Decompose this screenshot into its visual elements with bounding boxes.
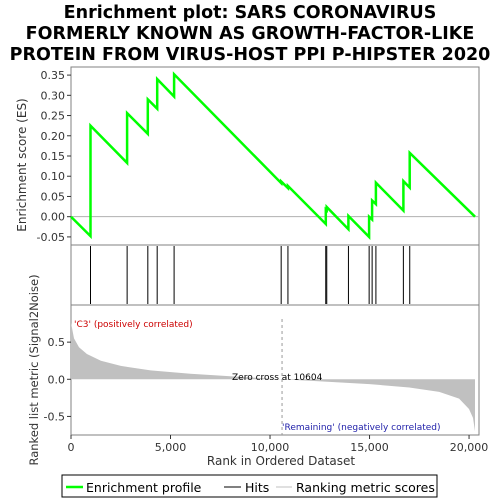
es-y-tick-label: 0.10	[41, 170, 66, 183]
title-line-3: PROTEIN FROM VIRUS-HOST PPI P-HIPSTER 20…	[10, 45, 491, 65]
zero-cross-label: Zero cross at 10604	[232, 373, 323, 383]
es-y-tick-label: 0.15	[41, 150, 66, 163]
x-axis-label: Rank in Ordered Dataset	[207, 454, 355, 468]
legend-box	[61, 474, 438, 498]
metric-y-axis: 0.5 0.0 -0.5	[44, 336, 71, 423]
x-tick-label: 15,000	[350, 441, 389, 454]
x-tick-label: 10,000	[251, 441, 290, 454]
x-tick-label: 5,000	[155, 441, 187, 454]
title-line-1: Enrichment plot: SARS CORONAVIRUS	[64, 3, 437, 23]
es-y-tick-label: 0.20	[41, 130, 66, 143]
legend-metric-label: Ranking metric scores	[296, 480, 435, 495]
es-y-tick-label: 0.30	[41, 89, 66, 102]
legend-hits-label: Hits	[245, 480, 269, 495]
ranking-metric-area	[71, 322, 475, 432]
es-y-axis-label: Enrichment score (ES)	[15, 98, 29, 231]
metric-y-axis-label: Ranked list metric (Signal2Noise)	[27, 274, 41, 465]
rank-x-axis: 0 5,000 10,000 15,000 20,000	[68, 435, 489, 454]
legend-enrichment-label: Enrichment profile	[86, 480, 202, 495]
positive-correlation-label: 'C3' (positively correlated)	[74, 320, 193, 330]
x-tick-label: 20,000	[450, 441, 489, 454]
es-plot-frame	[70, 66, 480, 246]
es-y-axis: 0.35 0.30 0.25 0.20 0.15 0.10 0.05 0.00 -0.05	[37, 69, 71, 244]
legend: Enrichment profile Hits Ranking metric s…	[61, 474, 438, 498]
title-line-2: FORMERLY KNOWN AS GROWTH-FACTOR-LIKE	[26, 24, 475, 44]
figure-title: Enrichment plot: SARS CORONAVIRUS FORMER…	[10, 3, 491, 65]
metric-y-tick-label: -0.5	[44, 410, 65, 423]
es-y-tick-label: 0.05	[41, 190, 66, 203]
negative-correlation-label: 'Remaining' (negatively correlated)	[282, 423, 441, 433]
es-y-tick-label: 0.35	[41, 69, 66, 82]
hits-panel-frame	[70, 244, 480, 306]
x-tick-label: 0	[68, 441, 75, 454]
enrichment-profile-line	[70, 71, 476, 240]
es-y-tick-label: -0.05	[37, 231, 65, 244]
metric-y-tick-label: 0.0	[48, 373, 66, 386]
metric-y-tick-label: 0.5	[48, 336, 66, 349]
es-y-tick-label: 0.00	[41, 211, 66, 224]
es-y-tick-label: 0.25	[41, 110, 66, 123]
hit-markers	[90, 246, 411, 304]
